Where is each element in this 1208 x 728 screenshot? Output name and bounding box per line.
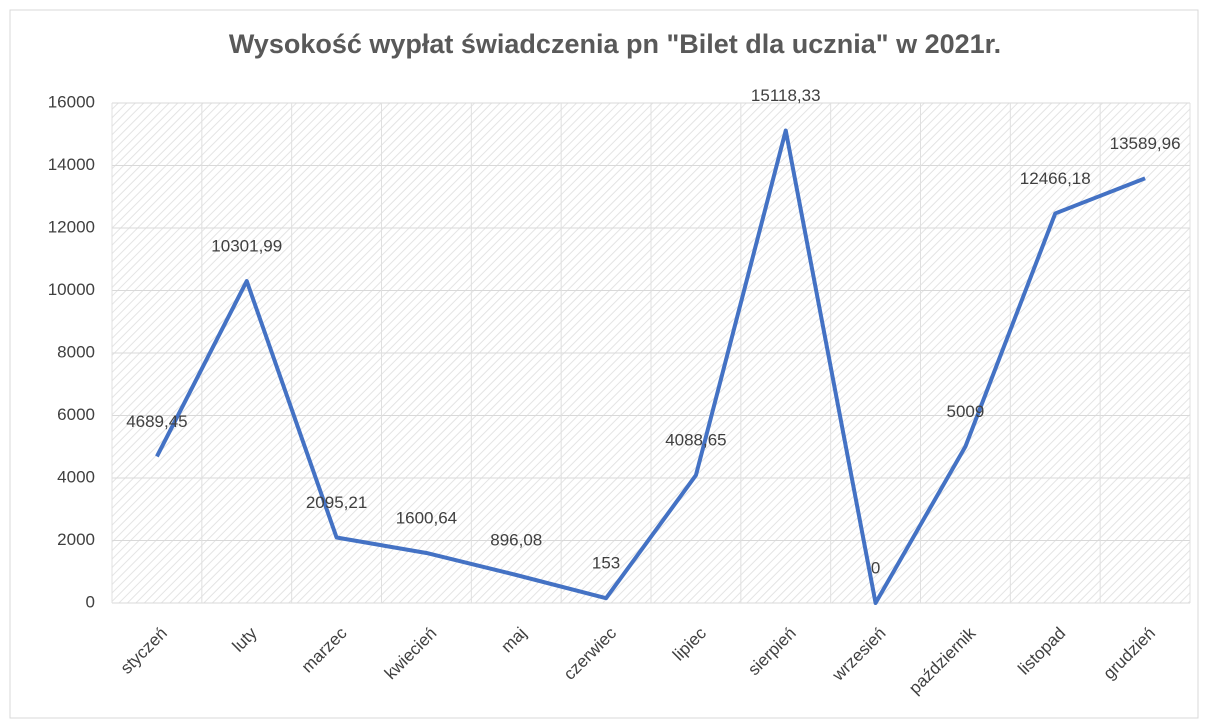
y-tick-label: 10000 [48, 280, 95, 299]
data-label: 15118,33 [751, 86, 821, 105]
data-label: 5009 [947, 402, 985, 421]
data-label: 153 [592, 554, 620, 573]
data-label: 13589,96 [1110, 134, 1181, 153]
y-tick-label: 8000 [57, 342, 95, 361]
data-label: 896,08 [490, 530, 542, 549]
y-tick-label: 0 [86, 592, 95, 611]
data-label: 4088,65 [665, 431, 726, 450]
y-tick-label: 2000 [57, 530, 95, 549]
data-label: 12466,18 [1020, 169, 1091, 188]
chart-title: Wysokość wypłat świadczenia pn "Bilet dl… [229, 29, 1001, 59]
data-label: 0 [871, 558, 880, 577]
y-tick-label: 16000 [48, 92, 95, 111]
data-label: 2095,21 [306, 493, 367, 512]
data-line [155, 128, 1146, 605]
y-tick-label: 4000 [57, 467, 95, 486]
y-tick-label: 14000 [48, 155, 95, 174]
data-label: 4689,45 [126, 412, 187, 431]
data-label: 1600,64 [396, 508, 457, 527]
data-label: 10301,99 [211, 237, 282, 256]
y-tick-label: 12000 [48, 217, 95, 236]
y-tick-label: 6000 [57, 405, 95, 424]
